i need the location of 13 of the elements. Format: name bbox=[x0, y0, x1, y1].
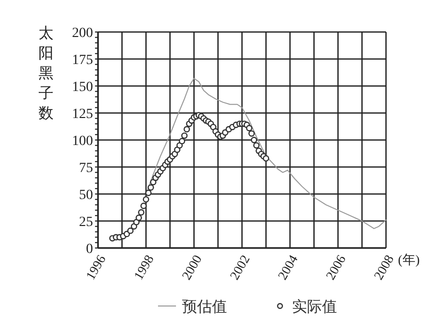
y-tick-label: 125 bbox=[72, 106, 93, 122]
y-tick-label: 150 bbox=[72, 80, 93, 95]
y-axis-title: 太阳黑子数 bbox=[38, 25, 54, 122]
x-axis-title: (年) bbox=[398, 252, 420, 267]
y-tick-label: 200 bbox=[72, 26, 93, 41]
legend-label: 实际值 bbox=[292, 298, 337, 316]
legend-label: 预估值 bbox=[182, 299, 227, 316]
y-tick-label: 100 bbox=[72, 134, 93, 149]
y-tick-label: 75 bbox=[79, 160, 93, 176]
y-tick-label: 0 bbox=[86, 242, 93, 257]
y-tick-label: 175 bbox=[72, 52, 93, 68]
y-tick-label: 25 bbox=[79, 214, 93, 230]
y-tick-label: 50 bbox=[79, 188, 93, 203]
